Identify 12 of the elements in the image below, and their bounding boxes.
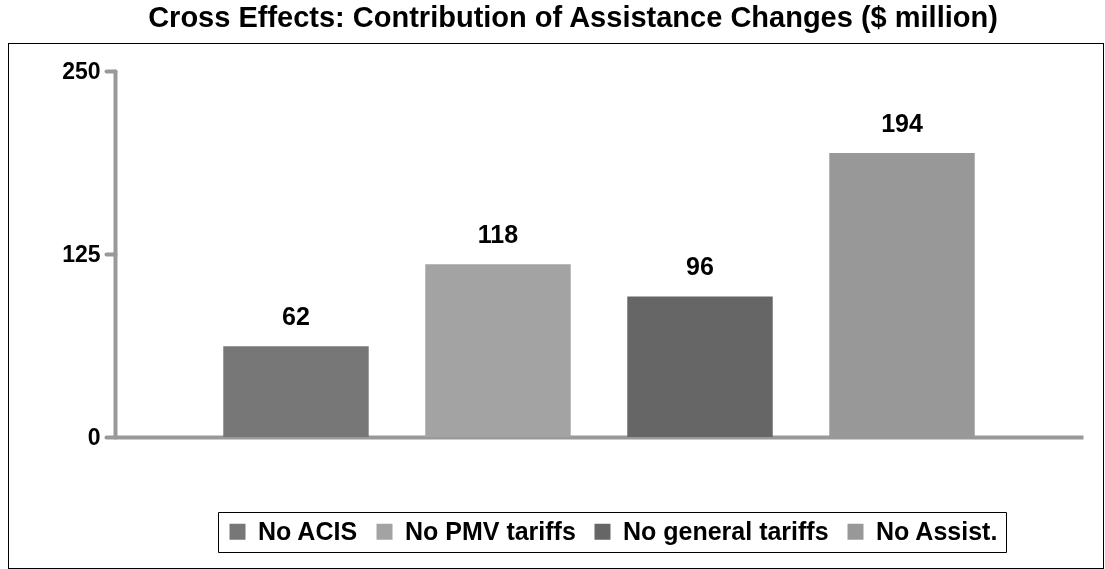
legend-label: No ACIS [258, 516, 358, 545]
legend-label: No Assist. [876, 516, 998, 545]
data-label: 118 [477, 220, 519, 249]
legend-label: No PMV tariffs [405, 516, 576, 545]
y-tick-label: 0 [87, 423, 101, 450]
y-tick-label: 250 [62, 57, 101, 84]
chart-title: Cross Effects: Contribution of Assistance Changes ($ million) [148, 1, 998, 33]
data-label: 62 [282, 302, 310, 331]
y-tick-label: 125 [62, 240, 101, 267]
data-label: 96 [686, 252, 714, 281]
data-label: 194 [881, 108, 923, 137]
legend-label: No general tariffs [623, 516, 829, 545]
